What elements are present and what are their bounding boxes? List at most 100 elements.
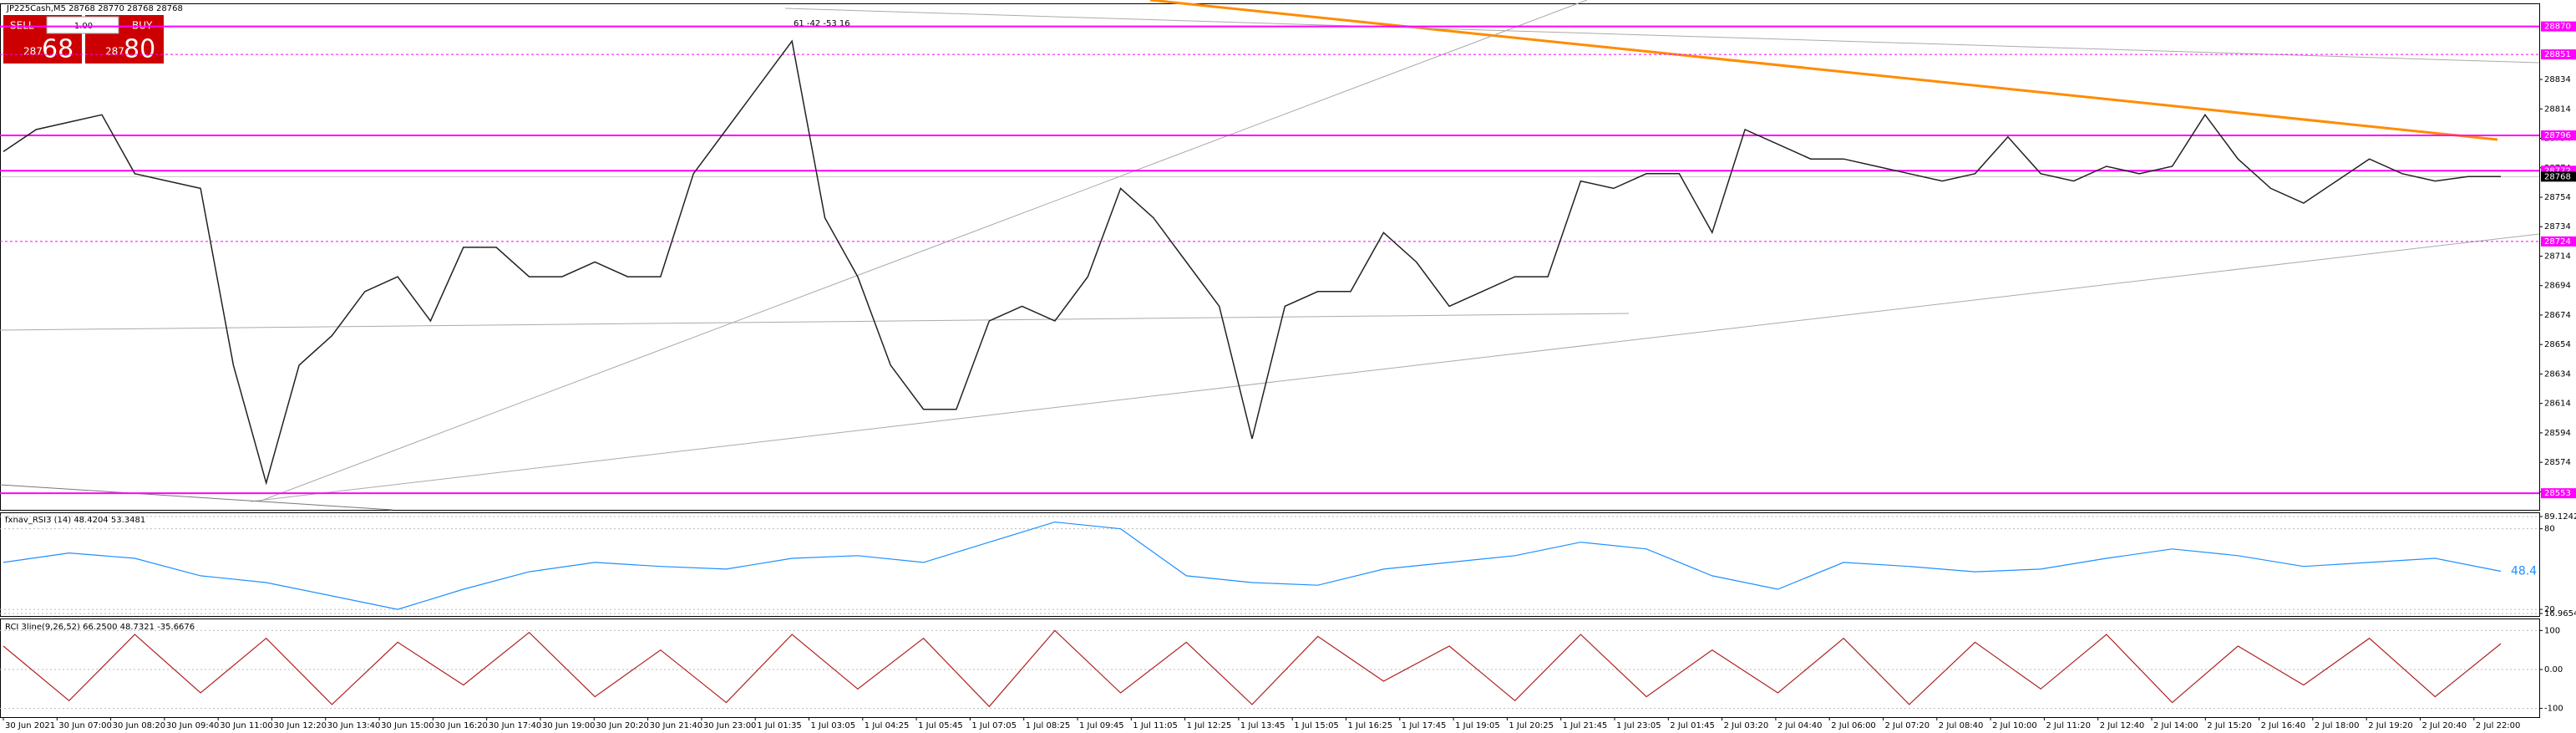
series-line [3,39,2501,486]
y-tick-label: 28734 [2544,222,2571,232]
bid-small: 68 [42,35,74,64]
ask-big: 287 [105,46,124,58]
ask-small: 80 [124,35,155,64]
time-label: 30 Jun 12:20 [274,721,327,730]
level-tag [2541,130,2576,140]
indicator-title: RCI 3line(9,26,52) 66.2500 48.7321 -35.6… [5,623,195,632]
current-price-label: 28768 [2544,172,2571,181]
time-label: 30 Jun 16:20 [434,721,488,730]
annotation: 61 -42 -53 16 [794,19,850,28]
trendline [258,0,1588,502]
time-label: 2 Jul 01:45 [1670,721,1715,730]
y-tick-label: 28634 [2544,369,2571,379]
y-tick-label: -100 [2544,705,2563,714]
y-tick-label: 28834 [2544,75,2571,84]
time-label: 2 Jul 12:40 [2100,721,2145,730]
time-label: 1 Jul 03:05 [811,721,856,730]
level-label: 28724 [2544,237,2571,247]
time-label: 2 Jul 16:40 [2261,721,2306,730]
level-tag [2541,488,2576,499]
time-label: 1 Jul 07:05 [971,721,1017,730]
time-label: 1 Jul 17:45 [1402,721,1447,730]
time-label: 2 Jul 03:20 [1724,721,1769,730]
y-tick-label: 100 [2544,626,2560,635]
time-label: 1 Jul 20:25 [1509,721,1554,730]
time-label: 2 Jul 20:40 [2422,721,2467,730]
trendline [0,484,393,511]
time-label: 1 Jul 11:05 [1133,721,1178,730]
time-label: 30 Jun 15:00 [381,721,434,730]
trendline [784,8,2540,64]
rsi-panel [0,512,2540,617]
time-label: 2 Jul 08:40 [1939,721,1984,730]
time-label: 30 Jun 07:00 [58,721,112,730]
bid-big: 287 [23,46,43,58]
level-label: 28796 [2544,131,2571,140]
symbol-title: JP225Cash,M5 28768 28770 28768 28768 [6,4,183,13]
time-label: 2 Jul 06:00 [1831,721,1876,730]
y-tick-label: 28654 [2544,340,2571,349]
y-tick-label: 28594 [2544,429,2571,438]
series-line [3,521,2502,610]
time-label: 1 Jul 08:25 [1026,721,1071,730]
time-label: 2 Jul 14:00 [2153,721,2198,730]
sell-button[interactable]: SELL [10,20,34,32]
y-tick-label: 28814 [2544,104,2571,114]
level-tag [2541,236,2576,247]
y-tick-label: 89.1242 [2544,512,2576,522]
y-tick-label: 80 [2544,525,2555,534]
series-line [3,629,2502,708]
y-tick-label: 20 [2544,605,2555,614]
time-label: 1 Jul 13:45 [1240,721,1285,730]
lot-box[interactable] [46,16,119,34]
time-label: 1 Jul 16:25 [1348,721,1393,730]
time-label: 1 Jul 09:45 [1079,721,1124,730]
trendline [250,233,2540,502]
time-label: 30 Jun 13:40 [327,721,381,730]
level-tag [2541,49,2576,60]
time-label: 1 Jul 21:45 [1563,721,1608,730]
time-label: 30 Jun 2021 [5,721,55,730]
time-label: 1 Jul 23:05 [1616,721,1661,730]
y-tick-label: 28574 [2544,458,2571,467]
time-label: 2 Jul 11:20 [2046,721,2091,730]
level-label: 28553 [2544,489,2571,498]
trendline [0,313,1630,331]
time-label: 30 Jun 21:40 [650,721,703,730]
time-label: 1 Jul 19:05 [1455,721,1500,730]
time-label: 30 Jun 19:00 [542,721,596,730]
y-tick-label: 28694 [2544,282,2571,291]
time-label: 2 Jul 18:00 [2315,721,2360,730]
level-label: 28870 [2544,23,2571,32]
buy-button[interactable]: BUY [132,20,153,32]
time-label: 30 Jun 17:40 [489,721,542,730]
level-label: 28772 [2544,166,2571,176]
time-label: 30 Jun 11:00 [220,721,273,730]
time-label: 1 Jul 04:25 [865,721,910,730]
trendline [1149,0,2498,141]
y-tick-label: 28754 [2544,193,2571,202]
time-label: 1 Jul 01:35 [757,721,802,730]
time-label: 2 Jul 04:40 [1777,721,1823,730]
time-label: 2 Jul 07:20 [1885,721,1930,730]
value-label: 48.4 [2511,564,2537,578]
time-label: 2 Jul 10:00 [1992,721,2037,730]
time-label: 30 Jun 20:20 [596,721,649,730]
time-label: 2 Jul 22:00 [2476,721,2521,730]
indicator-title: fxnav_RSI3 (14) 48.4204 53.3481 [5,516,145,525]
rci-panel [0,618,2540,718]
time-label: 2 Jul 19:20 [2368,721,2413,730]
level-tag [2541,21,2576,32]
time-label: 30 Jun 09:40 [166,721,220,730]
y-tick-label: 28614 [2544,400,2571,409]
level-label: 28851 [2544,50,2571,59]
time-label: 30 Jun 08:20 [113,721,166,730]
price-tag [2541,171,2576,182]
time-label: 1 Jul 05:45 [918,721,963,730]
time-label: 2 Jul 15:20 [2207,721,2252,730]
y-tick-label: 28714 [2544,252,2571,261]
time-label: 1 Jul 15:05 [1294,721,1339,730]
y-tick-label: 16.9654 [2544,609,2576,618]
